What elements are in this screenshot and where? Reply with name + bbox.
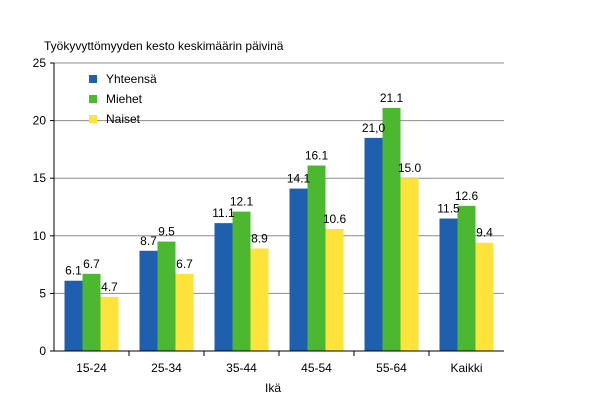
y-tick-label: 15: [33, 171, 47, 185]
data-label: 9.5: [158, 225, 175, 239]
bar-naiset: [100, 296, 119, 351]
bar-naiset: [175, 273, 194, 351]
data-label: 21.1: [380, 91, 404, 105]
x-tick-label: 35-44: [226, 361, 257, 375]
bar-miehet: [457, 205, 476, 351]
bar-miehet: [382, 107, 401, 351]
bar-yhteens-: [139, 250, 158, 351]
data-label: 21,0: [362, 121, 386, 135]
y-tick-label: 25: [33, 56, 47, 70]
gridlines: [54, 62, 504, 294]
bar-yhteens-: [289, 188, 308, 351]
bar-naiset: [400, 178, 419, 351]
data-label: 16.1: [305, 149, 329, 163]
data-label: 8.7: [140, 234, 157, 248]
data-label: 6.7: [83, 257, 100, 271]
x-tick-label: 45-54: [301, 361, 332, 375]
axes: 0 5 10 15 20 25 15-24 25-34 35-44 45-54 55-64 Kaikk…: [33, 56, 504, 375]
bar-yhteens-: [64, 280, 83, 351]
data-label: 8.9: [251, 231, 268, 245]
data-label: 15.0: [398, 161, 422, 175]
data-label: 6.1: [65, 264, 82, 278]
data-label: 11.1: [212, 206, 235, 220]
legend-swatch: [89, 95, 97, 103]
bar-yhteens-: [214, 223, 233, 351]
bar-miehet: [157, 241, 176, 351]
data-label: 14.1: [287, 172, 311, 186]
x-tick-label: 15-24: [76, 361, 107, 375]
bar-miehet: [232, 211, 251, 351]
bar-miehet: [82, 273, 101, 351]
legend-label: Naiset: [106, 112, 141, 126]
bar-yhteens-: [439, 218, 458, 351]
bars: [64, 107, 494, 351]
y-tick-label: 5: [39, 286, 46, 300]
data-label: 11.5: [437, 202, 460, 216]
bar-yhteens-: [364, 137, 383, 351]
data-label: 4.7: [101, 280, 118, 294]
data-label: 6.7: [176, 257, 193, 271]
bar-naiset: [475, 242, 494, 351]
legend-label: Yhteensä: [106, 72, 157, 86]
x-axis-title: Ikä: [265, 381, 281, 395]
data-label: 9.4: [476, 226, 493, 240]
legend-label: Miehet: [106, 92, 143, 106]
data-label: 12.6: [455, 189, 479, 203]
bar-naiset: [250, 248, 269, 351]
x-tick-label: 25-34: [151, 361, 182, 375]
legend-swatch: [89, 115, 97, 123]
y-axis-title: Työkyvyttömyyden kesto keskimäärin päivi…: [44, 39, 284, 53]
y-tick-label: 0: [39, 344, 46, 358]
data-label: 12.1: [230, 195, 254, 209]
x-tick-label: 55-64: [376, 361, 407, 375]
data-label: 10.6: [323, 212, 347, 226]
bar-naiset: [325, 228, 344, 351]
legend-swatch: [89, 75, 97, 83]
bar-miehet: [307, 165, 326, 351]
data-labels: 6.1 6.74.78.79.56.711.112.18.914.116.110.…: [65, 91, 493, 294]
legend: Yhteensä Miehet Naiset: [89, 72, 157, 126]
y-tick-label: 20: [33, 114, 47, 128]
x-tick-label: Kaikki: [450, 361, 482, 375]
y-tick-label: 10: [33, 229, 47, 243]
